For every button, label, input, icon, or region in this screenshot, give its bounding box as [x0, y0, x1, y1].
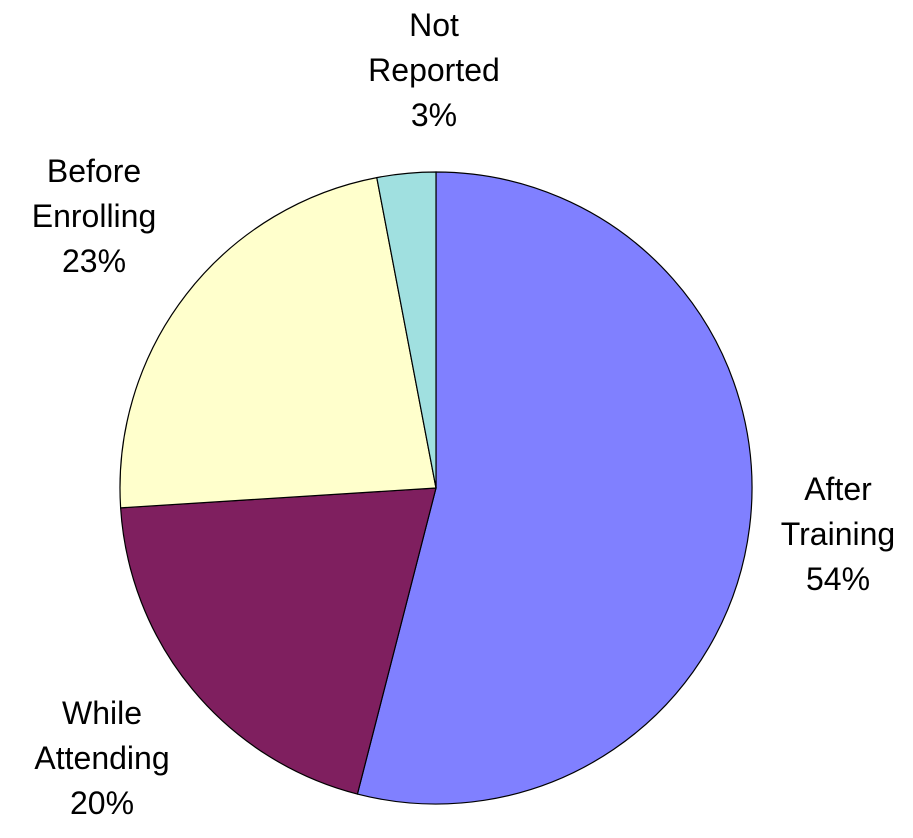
pie-labels: After Training 54% While Attending 20% Before E… — [32, 7, 895, 821]
slice-label-line: While — [62, 695, 142, 731]
slice-label-line: After — [804, 471, 872, 507]
pie-slice-while-attending — [119, 487, 437, 795]
slice-label-while-attending: While Attending 20% — [34, 695, 169, 821]
slice-label-line: Not — [409, 7, 459, 43]
pie-slice-after-training — [356, 171, 753, 805]
slice-label-line: Before — [47, 153, 141, 189]
slice-percent: 54% — [806, 561, 870, 597]
pie-slice-before-enrolling — [119, 176, 437, 509]
pie-slices — [119, 171, 753, 805]
slice-label-line: Training — [781, 516, 895, 552]
slice-label-not-reported: Not Reported 3% — [368, 7, 500, 133]
slice-percent: 20% — [70, 785, 134, 821]
slice-percent: 3% — [411, 97, 457, 133]
slice-label-line: Enrolling — [32, 198, 157, 234]
slice-label-before-enrolling: Before Enrolling 23% — [32, 153, 157, 279]
slice-label-line: Attending — [34, 740, 169, 776]
slice-label-line: Reported — [368, 52, 500, 88]
slice-percent: 23% — [62, 243, 126, 279]
pie-slice-not-reported — [376, 171, 437, 489]
slice-label-after-training: After Training 54% — [781, 471, 895, 597]
